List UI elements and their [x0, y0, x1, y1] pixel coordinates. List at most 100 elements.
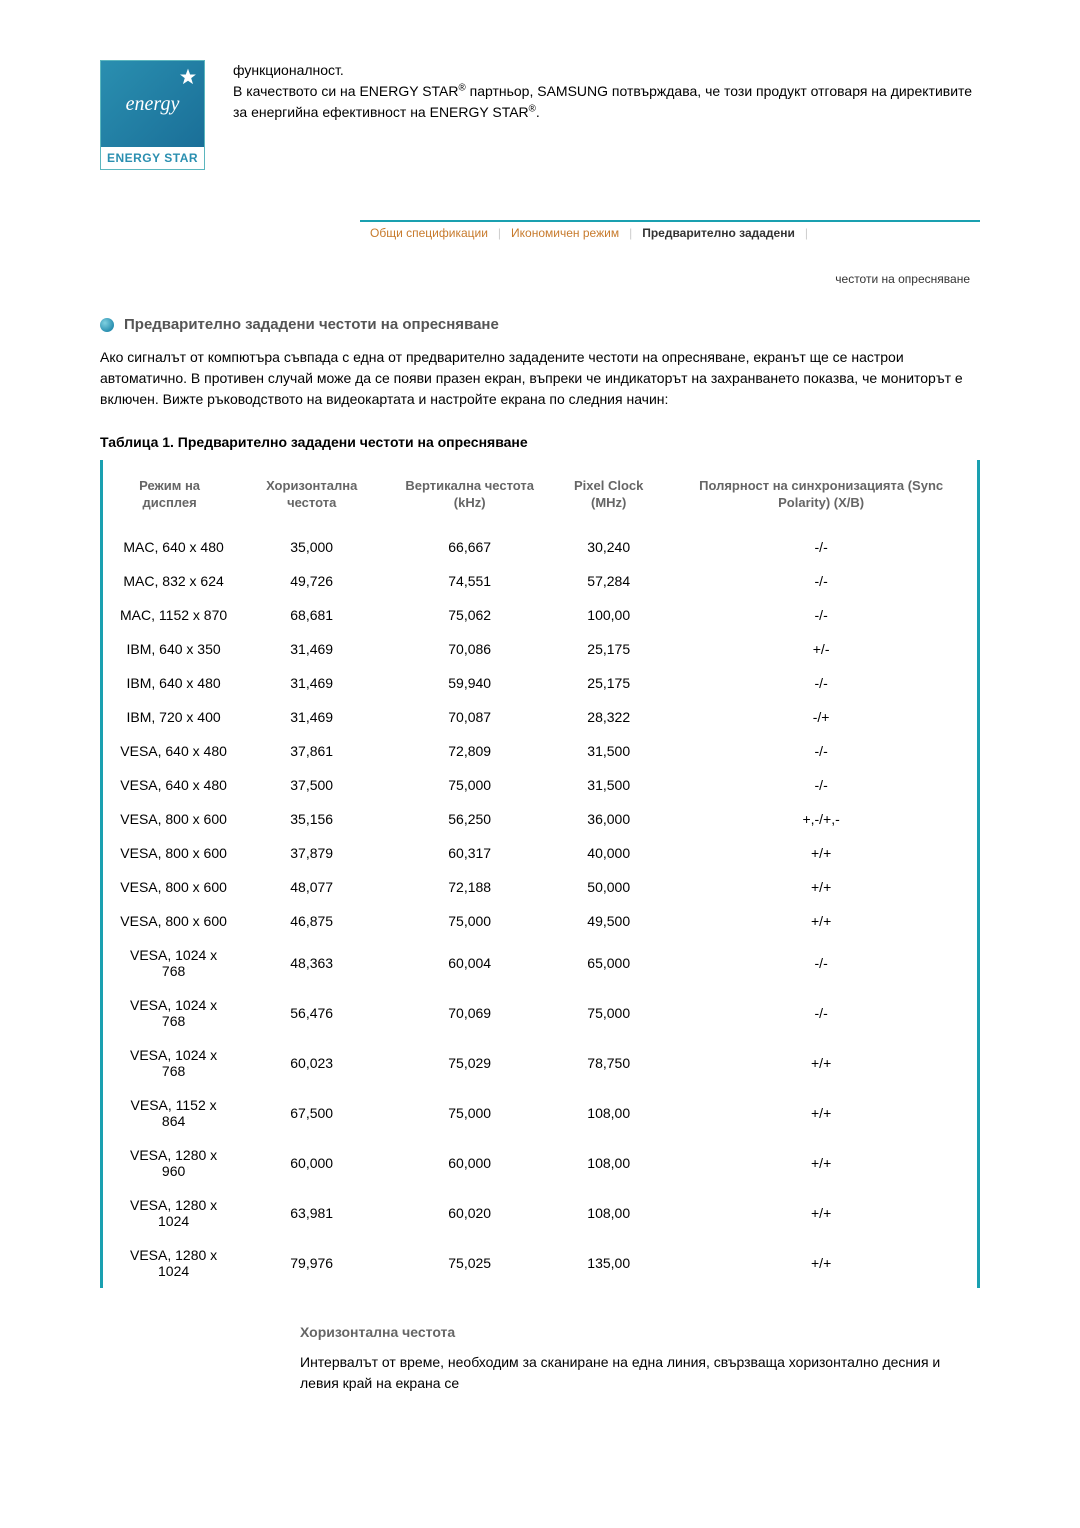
table-row: VESA, 800 x 60048,07772,18850,000+/+	[103, 870, 977, 904]
table-cell: -/-	[665, 564, 977, 598]
table-row: IBM, 720 x 40031,46970,08728,322-/+	[103, 700, 977, 734]
table-cell: VESA, 1024 x 768	[103, 988, 236, 1038]
tab-separator: |	[805, 222, 808, 244]
header-line2c: .	[536, 104, 540, 120]
logo-bar-text: ENERGY STAR	[101, 147, 204, 169]
table-cell: 31,469	[236, 666, 387, 700]
table-cell: -/-	[665, 768, 977, 802]
table-row: VESA, 800 x 60046,87575,00049,500+/+	[103, 904, 977, 938]
tab-general-specs[interactable]: Общи спецификации	[360, 222, 498, 244]
table-row: MAC, 1152 x 87068,68175,062100,00-/-	[103, 598, 977, 632]
table-cell: 135,00	[552, 1238, 665, 1288]
table-cell: +/+	[665, 904, 977, 938]
table-cell: +/+	[665, 1088, 977, 1138]
table-cell: 79,976	[236, 1238, 387, 1288]
table-row: VESA, 1152 x 86467,50075,000108,00+/+	[103, 1088, 977, 1138]
table-cell: -/-	[665, 666, 977, 700]
tab-preset-timing[interactable]: Предварително зададени	[632, 222, 805, 244]
table-cell: 25,175	[552, 632, 665, 666]
tab-active-subtitle: честоти на опресняване	[100, 272, 980, 286]
table-cell: 70,086	[387, 632, 552, 666]
table-row: IBM, 640 x 35031,46970,08625,175+/-	[103, 632, 977, 666]
table-cell: 70,069	[387, 988, 552, 1038]
col-vfreq: Вертикална честота (kHz)	[387, 460, 552, 530]
footer-title: Хоризонтална честота	[300, 1324, 980, 1340]
table-cell: VESA, 640 x 480	[103, 768, 236, 802]
table-row: VESA, 1280 x 102463,98160,020108,00+/+	[103, 1188, 977, 1238]
table-cell: VESA, 1280 x 960	[103, 1138, 236, 1188]
footer-body: Интервалът от време, необходим за сканир…	[300, 1352, 980, 1394]
table-cell: 100,00	[552, 598, 665, 632]
header-row: energy ENERGY STAR функционалност. В кач…	[100, 60, 980, 170]
header-line1: функционалност.	[233, 62, 344, 78]
table-cell: MAC, 1152 x 870	[103, 598, 236, 632]
table-cell: -/-	[665, 938, 977, 988]
table-cell: 49,500	[552, 904, 665, 938]
table-cell: 108,00	[552, 1188, 665, 1238]
table-cell: 31,500	[552, 768, 665, 802]
table-row: VESA, 1024 x 76856,47670,06975,000-/-	[103, 988, 977, 1038]
table-cell: +/+	[665, 1238, 977, 1288]
table-cell: 31,469	[236, 632, 387, 666]
table-cell: +/+	[665, 1188, 977, 1238]
table-cell: 35,000	[236, 530, 387, 564]
timing-table-container: Режим на дисплея Хоризонтална честота Ве…	[100, 460, 980, 1288]
logo-script: energy	[126, 93, 180, 116]
table-cell: 28,322	[552, 700, 665, 734]
table-row: IBM, 640 x 48031,46959,94025,175-/-	[103, 666, 977, 700]
table-body: MAC, 640 x 48035,00066,66730,240-/-MAC, …	[103, 530, 977, 1288]
table-row: VESA, 1280 x 102479,97675,025135,00+/+	[103, 1238, 977, 1288]
table-cell: +/-	[665, 632, 977, 666]
bullet-icon	[100, 318, 114, 332]
table-cell: VESA, 800 x 600	[103, 870, 236, 904]
table-cell: 48,077	[236, 870, 387, 904]
table-cell: VESA, 1024 x 768	[103, 1038, 236, 1088]
table-cell: +/+	[665, 1038, 977, 1088]
table-cell: 60,000	[236, 1138, 387, 1188]
table-cell: 75,062	[387, 598, 552, 632]
table-cell: 37,500	[236, 768, 387, 802]
table-cell: 56,250	[387, 802, 552, 836]
table-cell: 30,240	[552, 530, 665, 564]
table-cell: VESA, 1280 x 1024	[103, 1238, 236, 1288]
tab-eco-mode[interactable]: Икономичен режим	[501, 222, 629, 244]
col-hfreq: Хоризонтална честота	[236, 460, 387, 530]
table-cell: +/+	[665, 836, 977, 870]
header-paragraph: функционалност. В качеството си на ENERG…	[233, 60, 980, 170]
table-cell: 72,188	[387, 870, 552, 904]
table-cell: MAC, 640 x 480	[103, 530, 236, 564]
table-cell: 31,500	[552, 734, 665, 768]
table-cell: 56,476	[236, 988, 387, 1038]
intro-paragraph: Ако сигналът от компютъра съвпада с една…	[100, 347, 980, 410]
table-cell: VESA, 800 x 600	[103, 802, 236, 836]
table-cell: 48,363	[236, 938, 387, 988]
table-cell: -/-	[665, 598, 977, 632]
table-cell: -/-	[665, 988, 977, 1038]
reg-mark-1: ®	[459, 82, 466, 93]
table-cell: 60,317	[387, 836, 552, 870]
table-cell: 60,000	[387, 1138, 552, 1188]
energy-star-logo: energy ENERGY STAR	[100, 60, 205, 170]
table-row: VESA, 800 x 60035,15656,25036,000+,-/+,-	[103, 802, 977, 836]
table-row: VESA, 1024 x 76860,02375,02978,750+/+	[103, 1038, 977, 1088]
table-cell: 50,000	[552, 870, 665, 904]
table-cell: 35,156	[236, 802, 387, 836]
table-cell: IBM, 640 x 350	[103, 632, 236, 666]
table-cell: VESA, 800 x 600	[103, 836, 236, 870]
table-cell: 37,879	[236, 836, 387, 870]
table-cell: 75,029	[387, 1038, 552, 1088]
table-cell: VESA, 1024 x 768	[103, 938, 236, 988]
timing-table: Режим на дисплея Хоризонтална честота Ве…	[103, 460, 977, 1288]
table-cell: 68,681	[236, 598, 387, 632]
table-row: VESA, 800 x 60037,87960,31740,000+/+	[103, 836, 977, 870]
table-cell: 46,875	[236, 904, 387, 938]
table-cell: 40,000	[552, 836, 665, 870]
table-cell: 66,667	[387, 530, 552, 564]
table-cell: 60,020	[387, 1188, 552, 1238]
table-cell: 70,087	[387, 700, 552, 734]
table-cell: -/-	[665, 734, 977, 768]
table-header-row: Режим на дисплея Хоризонтална честота Ве…	[103, 460, 977, 530]
table-cell: 75,000	[387, 1088, 552, 1138]
table-cell: 59,940	[387, 666, 552, 700]
table-cell: MAC, 832 x 624	[103, 564, 236, 598]
